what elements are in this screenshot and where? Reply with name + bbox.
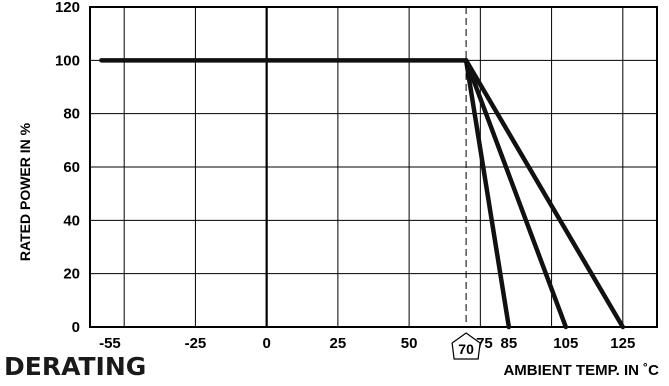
plot-frame [89, 6, 658, 328]
x-tick-label: 85 [500, 335, 517, 352]
x-tick-label: 125 [610, 335, 635, 352]
marker-label: 70 [458, 341, 474, 357]
series-line-4 [463, 58, 626, 330]
chart-title: DERATING [4, 352, 146, 381]
series-line-3 [463, 58, 569, 330]
y-tick-label: 0 [72, 319, 80, 336]
x-tick-label: 25 [330, 335, 347, 352]
ticks-layer: 0 20 40 60 80 100 120 -55 -25 0 25 50 75 85 105 125 [55, 0, 635, 352]
x-tick-label: 0 [262, 335, 270, 352]
marker-badge [451, 332, 481, 360]
plot-border [89, 6, 658, 328]
x-tick-label: 75 [476, 335, 493, 352]
x-tick-label: 105 [553, 335, 578, 352]
series-line-2 [463, 58, 512, 330]
x-tick-label: -25 [185, 335, 207, 352]
y-axis-label: RATED POWER IN % [17, 122, 33, 261]
y-tick-label: 80 [63, 106, 80, 123]
y-tick-label: 40 [63, 212, 80, 229]
series-layer [99, 58, 626, 330]
x-tick-label: -55 [99, 335, 121, 352]
grid [90, 7, 657, 327]
x-tick-label: 50 [401, 335, 418, 352]
y-tick-label: 20 [63, 266, 80, 283]
y-tick-label: 100 [55, 52, 80, 69]
y-tick-label: 60 [63, 159, 80, 176]
y-tick-label: 120 [55, 0, 80, 16]
marker-layer: 70 [451, 7, 481, 360]
x-axis-label: AMBIENT TEMP. IN ˚C [503, 362, 659, 379]
